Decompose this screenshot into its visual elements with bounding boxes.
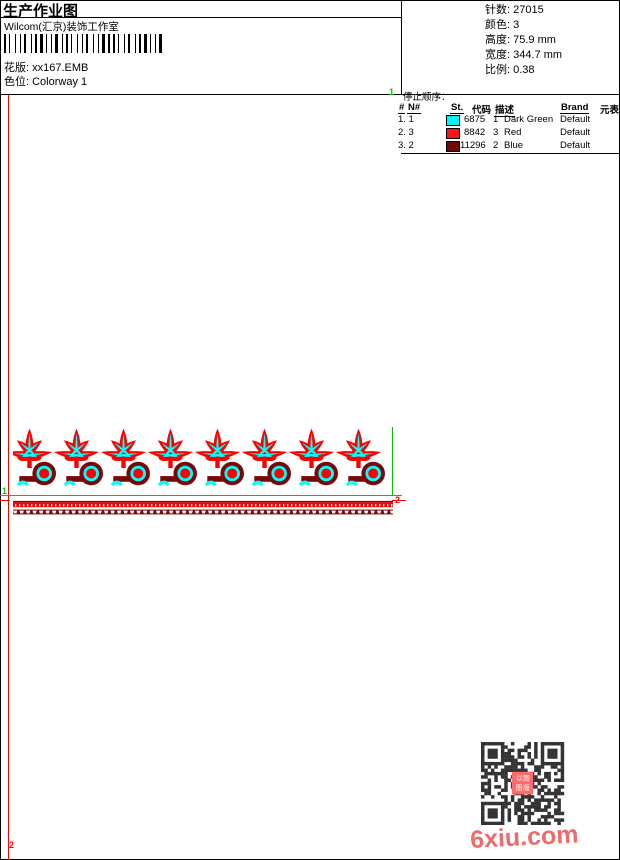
svg-text:版: 版 [523,783,530,792]
svg-text:图: 图 [523,775,530,783]
svg-text:6xiu.com: 6xiu.com [469,820,579,853]
svg-text:以: 以 [516,776,523,783]
svg-text:图: 图 [516,784,523,792]
